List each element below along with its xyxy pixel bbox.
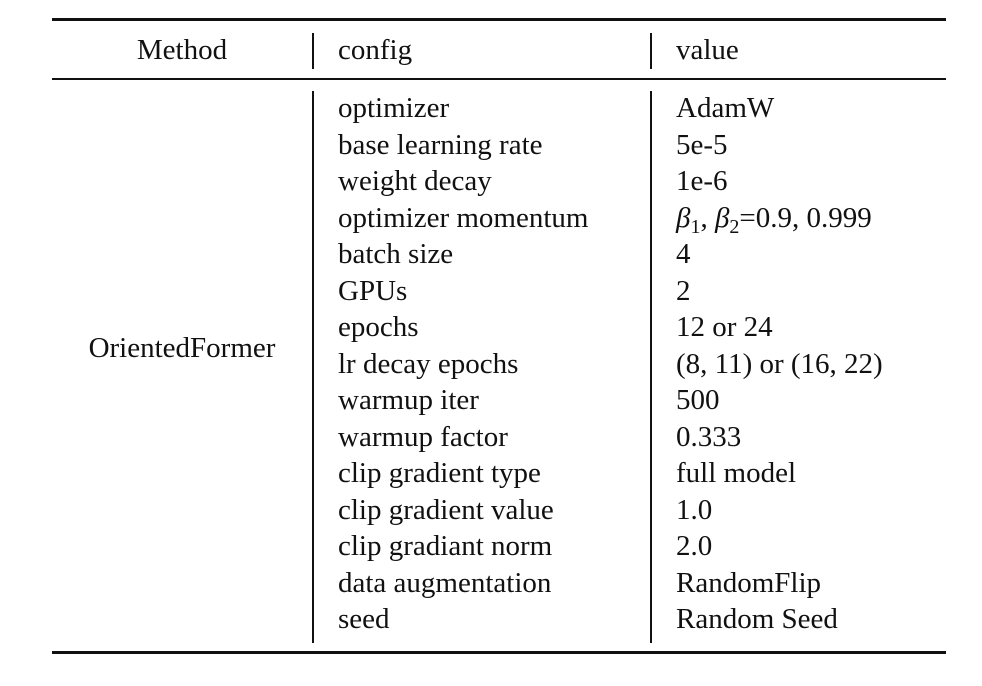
config-column: optimizer base learning rate weight deca… [338, 90, 588, 638]
config-cell: epochs [338, 311, 419, 343]
beta-symbol: β [714, 201, 730, 234]
beta-subscript-1: 1 [690, 215, 701, 238]
config-cell: clip gradient type [338, 457, 541, 489]
config-cell: warmup factor [338, 420, 508, 453]
header-column-divider-2 [650, 33, 652, 69]
value-cell: (8, 11) or (16, 22) [676, 347, 883, 380]
momentum-values: =0.9, 0.999 [739, 201, 872, 234]
header-config: config [338, 34, 413, 66]
value-cell: 12 or 24 [676, 311, 773, 343]
value-cell: 2.0 [676, 530, 713, 562]
config-cell: warmup iter [338, 384, 479, 416]
config-cell: seed [338, 603, 390, 635]
config-cell: clip gradient value [338, 493, 554, 526]
header-value: value [676, 34, 739, 66]
value-cell: 500 [676, 384, 720, 416]
config-cell: base learning rate [338, 128, 543, 161]
bottom-rule [52, 651, 946, 654]
config-cell: optimizer [338, 92, 450, 124]
header-rule [52, 78, 946, 80]
body-column-divider-2 [650, 91, 652, 643]
config-cell: clip gradiant norm [338, 530, 553, 562]
value-cell: AdamW [676, 92, 775, 124]
value-cell: Random Seed [676, 603, 838, 635]
value-cell: full model [676, 457, 797, 489]
config-cell: lr decay epochs [338, 347, 519, 380]
beta-subscript-2: 2 [729, 215, 740, 238]
value-cell: 1.0 [676, 493, 713, 526]
header-column-divider-1 [312, 33, 314, 69]
body-column-divider-1 [312, 91, 314, 643]
config-cell: GPUs [338, 274, 408, 307]
config-cell: data augmentation [338, 566, 552, 599]
beta-symbol: β [676, 201, 691, 234]
value-cell: 1e-6 [676, 165, 728, 197]
value-cell: 5e-5 [676, 128, 728, 161]
config-cell: batch size [338, 238, 454, 270]
value-cell-momentum: β1, β2=0.9, 0.999 [676, 200, 883, 237]
value-cell: 2 [676, 274, 691, 307]
method-name-cell: OrientedFormer [88, 332, 276, 364]
top-rule [52, 18, 946, 21]
value-column: AdamW 5e-5 1e-6 β1, β2=0.9, 0.999 4 2 12… [676, 90, 883, 638]
momentum-separator: , [700, 201, 715, 234]
value-cell: 0.333 [676, 420, 742, 453]
config-cell: weight decay [338, 165, 492, 197]
value-cell: 4 [676, 238, 691, 270]
value-cell: RandomFlip [676, 566, 822, 599]
config-cell: optimizer momentum [338, 201, 589, 234]
header-method: Method [136, 34, 228, 66]
